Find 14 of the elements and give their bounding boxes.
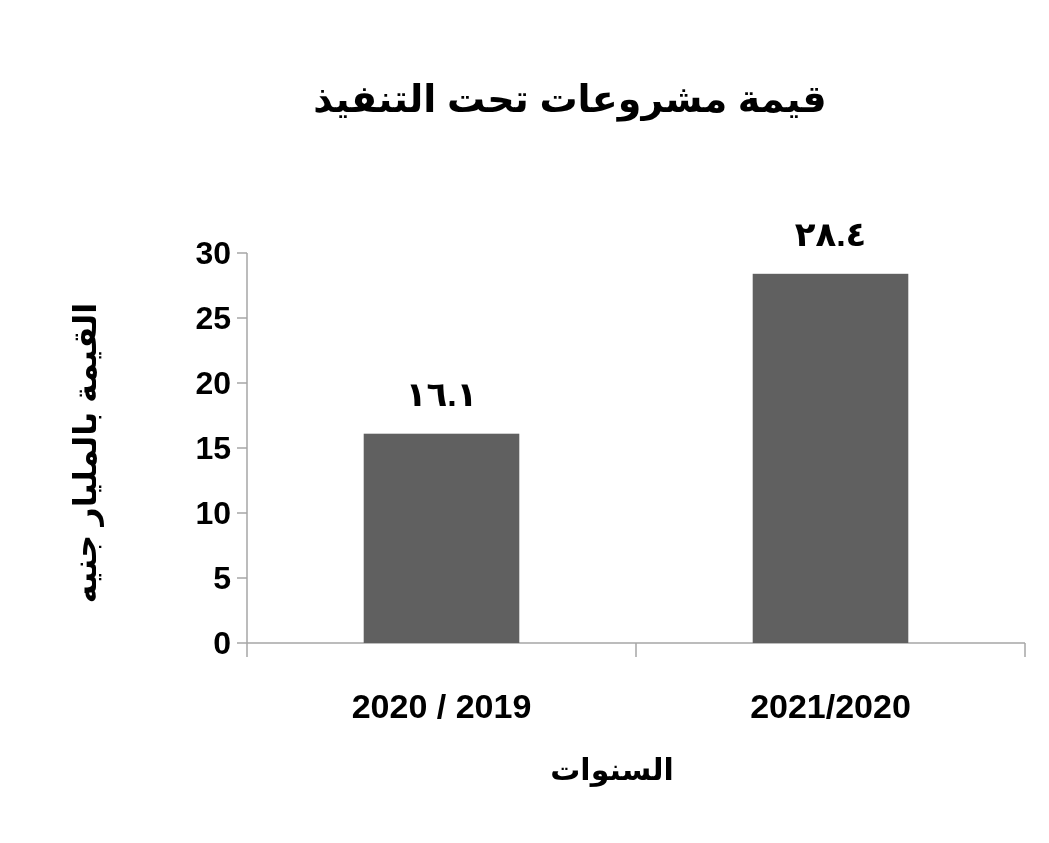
y-tick-label: 10 bbox=[195, 495, 231, 532]
x-axis-title: السنوات bbox=[550, 753, 674, 787]
y-tick-label: 30 bbox=[195, 235, 231, 272]
y-tick-label: 15 bbox=[195, 430, 231, 467]
y-tick-label: 20 bbox=[195, 365, 231, 402]
data-label: ٢٨.٤ bbox=[794, 214, 867, 253]
x-tick-label: 2020 / 2019 bbox=[351, 687, 532, 725]
data-label: ١٦.١ bbox=[405, 374, 478, 413]
chart-title: قيمة مشروعات تحت التنفيذ bbox=[313, 78, 827, 122]
y-tick-label: 0 bbox=[213, 625, 231, 662]
x-tick-label: 2021/2020 bbox=[750, 687, 911, 725]
y-tick-label: 5 bbox=[213, 560, 231, 597]
y-axis-title: القيمة بالمليار جنيه bbox=[67, 302, 104, 604]
y-tick-label: 25 bbox=[195, 300, 231, 337]
